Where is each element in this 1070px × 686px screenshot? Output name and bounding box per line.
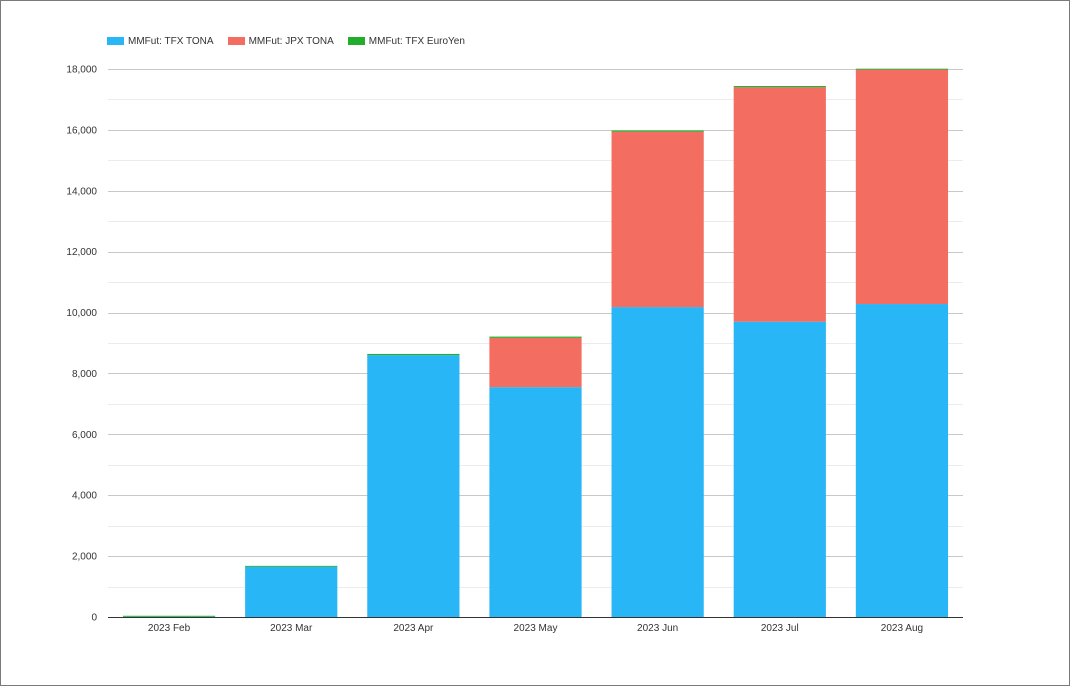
bar-mmfut-jpx-tona-2023-may[interactable]	[489, 337, 582, 388]
y-tick-label: 2,000	[72, 552, 97, 563]
y-tick-label: 14,000	[66, 186, 97, 197]
bar-mmfut-tfx-euroyen-2023-apr[interactable]	[367, 353, 460, 356]
legend-swatch-jpx-tona	[227, 37, 245, 45]
bar-mmfut-tfx-euroyen-2023-feb[interactable]	[122, 615, 216, 617]
x-axis: 2023 Feb 2023 Mar 2023 Apr 2023 May 2023 Jun…	[108, 617, 963, 634]
y-axis: 0 2,000 4,000 6,000 8,000 10,000 12,000 14,000 1…	[66, 65, 97, 624]
legend-label-tfx-tona: MMFut: TFX TONA	[128, 35, 214, 47]
bar-mmfut-tfx-tona-2023-aug[interactable]	[855, 304, 949, 617]
x-tick-label-2023-apr: 2023 Apr	[393, 623, 434, 634]
bar-mmfut-tfx-euroyen-2023-aug[interactable]	[855, 68, 949, 70]
legend-item-tfx-tona[interactable]: MMFut: TFX TONA	[107, 36, 214, 47]
bar-mmfut-tfx-euroyen-2023-jun[interactable]	[611, 130, 704, 132]
legend-swatch-tfx-tona	[107, 37, 124, 45]
y-tick-label: 16,000	[66, 125, 97, 136]
bars	[122, 68, 949, 618]
y-tick-label: 10,000	[66, 308, 97, 319]
bar-mmfut-tfx-tona-2023-mar[interactable]	[245, 566, 338, 617]
legend: MMFut: TFX TONA MMFut: JPX TONA MMFut: T…	[107, 34, 465, 48]
x-tick-label-2023-jul: 2023 Jul	[761, 623, 799, 634]
legend-label-tfx-euroyen: MMFut: TFX EuroYen	[368, 35, 465, 47]
y-tick-label: 8,000	[72, 369, 97, 380]
y-tick-label: 0	[91, 613, 97, 624]
bar-mmfut-tfx-euroyen-2023-may[interactable]	[489, 336, 582, 338]
bar-mmfut-jpx-tona-2023-jul[interactable]	[733, 87, 826, 322]
y-tick-label: 18,000	[66, 65, 97, 76]
x-tick-label-2023-may: 2023 May	[514, 623, 558, 634]
bar-mmfut-tfx-tona-2023-may[interactable]	[489, 387, 582, 617]
x-tick-label-2023-jun: 2023 Jun	[637, 623, 678, 634]
legend-label-jpx-tona: MMFut: JPX TONA	[248, 35, 334, 47]
y-tick-label: 6,000	[72, 430, 97, 441]
bar-mmfut-tfx-euroyen-2023-mar[interactable]	[245, 565, 338, 567]
x-tick-label-2023-aug: 2023 Aug	[881, 623, 923, 634]
bar-mmfut-tfx-tona-2023-jun[interactable]	[611, 307, 704, 617]
y-tick-label: 12,000	[66, 247, 97, 258]
legend-swatch-tfx-euroyen	[347, 37, 365, 45]
bar-mmfut-tfx-tona-2023-jul[interactable]	[733, 321, 826, 617]
bar-mmfut-jpx-tona-2023-jun[interactable]	[611, 131, 704, 308]
bar-mmfut-jpx-tona-2023-aug[interactable]	[855, 69, 949, 305]
legend-item-jpx-tona[interactable]: MMFut: JPX TONA	[227, 35, 334, 47]
x-tick-label-2023-mar: 2023 Mar	[270, 623, 313, 634]
bar-mmfut-tfx-euroyen-2023-jul[interactable]	[733, 86, 826, 88]
legend-item-tfx-euroyen[interactable]: MMFut: TFX EuroYen	[347, 35, 465, 47]
bar-mmfut-tfx-tona-2023-apr[interactable]	[367, 355, 460, 617]
y-tick-label: 4,000	[72, 491, 97, 502]
x-tick-label-2023-feb: 2023 Feb	[148, 623, 191, 634]
